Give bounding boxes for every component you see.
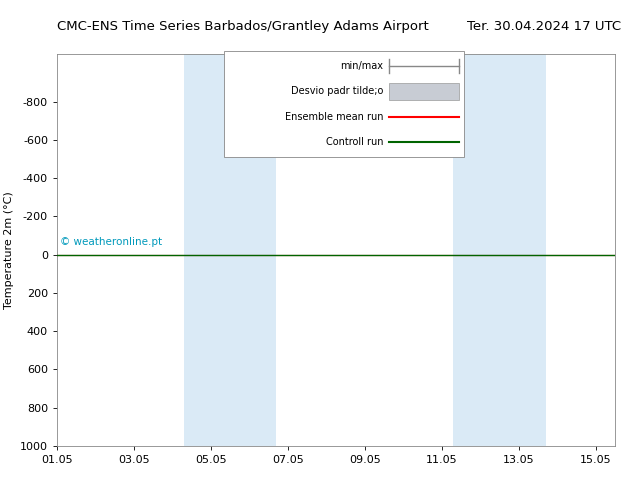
FancyBboxPatch shape [389, 82, 459, 100]
Text: Desvio padr tilde;o: Desvio padr tilde;o [291, 86, 384, 96]
Bar [453, 54, 481, 446]
Text: min/max: min/max [340, 61, 384, 71]
Text: Ter. 30.04.2024 17 UTC: Ter. 30.04.2024 17 UTC [467, 21, 621, 33]
Text: CMC-ENS Time Series Barbados/Grantley Adams Airport: CMC-ENS Time Series Barbados/Grantley Ad… [57, 21, 429, 33]
Y-axis label: Temperature 2m (°C): Temperature 2m (°C) [4, 191, 15, 309]
Text: Controll run: Controll run [326, 137, 384, 147]
FancyBboxPatch shape [224, 51, 464, 157]
Bar [184, 54, 211, 446]
Text: Ensemble mean run: Ensemble mean run [285, 112, 384, 122]
Text: Ensemble mean run: Ensemble mean run [285, 112, 384, 122]
FancyBboxPatch shape [389, 82, 459, 100]
Bar [211, 54, 276, 446]
Text: Controll run: Controll run [326, 137, 384, 147]
Bar [481, 54, 546, 446]
Text: © weatheronline.pt: © weatheronline.pt [60, 237, 162, 247]
Text: min/max: min/max [340, 61, 384, 71]
Text: Desvio padr tilde;o: Desvio padr tilde;o [291, 86, 384, 96]
